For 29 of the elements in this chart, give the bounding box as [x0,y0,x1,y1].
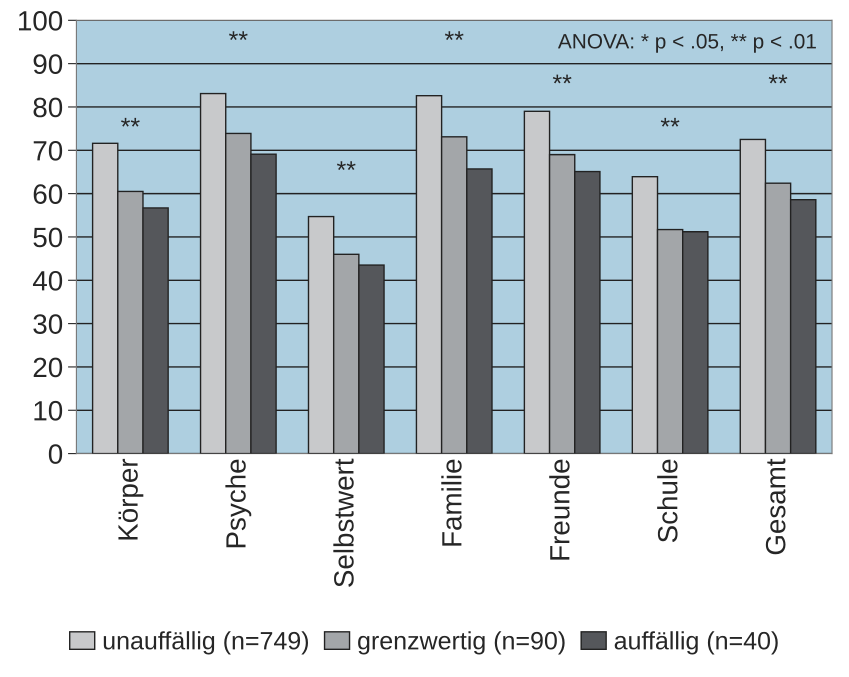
y-tick-label: 20 [34,358,62,378]
y-tick-label: 60 [34,184,62,204]
annotation: ** [444,31,464,40]
x-tick-label: Psyche [225,460,252,548]
annotation: ** [229,31,248,40]
annotation: ** [768,74,788,84]
y-tick-label: 40 [32,270,62,291]
y-tick-label: 0 [48,444,62,464]
annotation: ** [336,161,356,170]
y-tick-label: 90 [34,54,62,74]
legend-label: unauffällig (n=749) [104,631,308,654]
x-tick-label: Familie [441,460,462,546]
annotation: ** [552,74,572,84]
x-tick-label: Selbstwert [333,458,354,587]
y-tick-label: 10 [34,400,62,421]
annotation: ANOVA: * p < .05, ** p < .01 [558,34,816,53]
legend-label: auffällig (n=40) [614,631,778,654]
y-tick-label: 30 [33,314,62,334]
annotation: ** [660,118,680,127]
x-tick-label: Körper [118,458,144,540]
x-tick-label: Gesamt [766,458,786,554]
annotation: ** [121,118,140,127]
legend-label: grenzwertig (n=90) [358,631,565,654]
y-tick-label: 50 [33,228,62,248]
y-tick-label: 80 [34,98,62,118]
x-tick-label: Schule [657,460,678,542]
y-tick-label: 100 [18,10,62,31]
x-tick-label: Freunde [549,460,570,560]
y-tick-label: 70 [34,140,62,161]
